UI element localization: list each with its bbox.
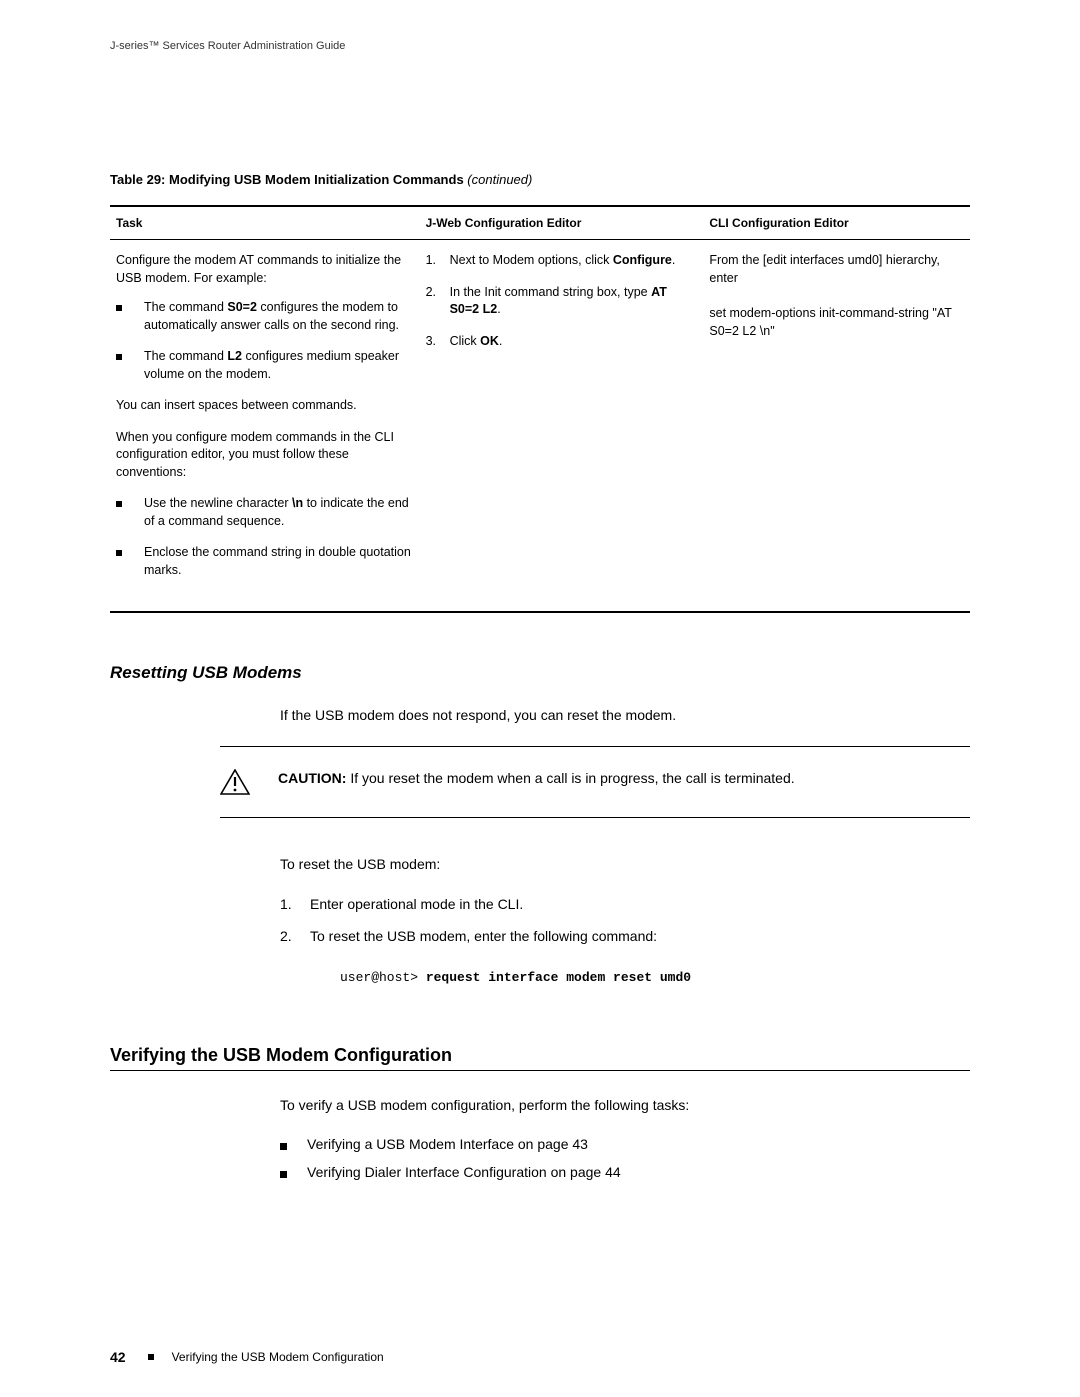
task-intro: Configure the modem AT commands to initi… xyxy=(116,252,414,287)
table-caption: Table 29: Modifying USB Modem Initializa… xyxy=(110,172,970,187)
list-item: Enclose the command string in double quo… xyxy=(116,544,414,579)
sans-txt: [edit interfaces umd0] xyxy=(763,253,883,267)
cli-bold: request interface modem reset umd0 xyxy=(426,970,691,985)
list-item: The command S0=2 configures the modem to… xyxy=(116,299,414,334)
ol-item: 3. Click OK. xyxy=(426,333,698,351)
page-footer: 42 Verifying the USB Modem Configuration xyxy=(110,1349,384,1365)
cli-p1: From the [edit interfaces umd0] hierarch… xyxy=(709,252,964,287)
reset-steps: 1. Enter operational mode in the CLI. 2.… xyxy=(280,895,970,946)
th-jweb: J-Web Configuration Editor xyxy=(420,206,704,240)
verify-p1: To verify a USB modem configuration, per… xyxy=(280,1095,970,1116)
bold-txt: L2 xyxy=(227,349,242,363)
step-text: Click OK. xyxy=(450,333,503,351)
link-text: Verifying Dialer Interface Configuration… xyxy=(307,1164,621,1180)
caution-icon xyxy=(220,769,250,795)
caution-box: CAUTION: If you reset the modem when a c… xyxy=(220,746,970,818)
caution-text: CAUTION: If you reset the modem when a c… xyxy=(278,769,795,795)
txt: . xyxy=(499,334,502,348)
bullet-icon xyxy=(116,501,122,507)
cli-command: user@host> request interface modem reset… xyxy=(340,970,970,985)
list-text: The command L2 configures medium speaker… xyxy=(144,348,414,383)
bold-txt: Configure xyxy=(613,253,672,267)
step-num: 2. xyxy=(280,927,310,947)
step-item: 1. Enter operational mode in the CLI. xyxy=(280,895,970,915)
step-text: To reset the USB modem, enter the follow… xyxy=(310,927,657,947)
txt: From the xyxy=(709,253,763,267)
step-text: Enter operational mode in the CLI. xyxy=(310,895,523,915)
txt: The command xyxy=(144,300,227,314)
page-header: J-series™ Services Router Administration… xyxy=(110,40,970,52)
th-task: Task xyxy=(110,206,420,240)
list-item: Verifying a USB Modem Interface on page … xyxy=(280,1136,970,1152)
table-row: Configure the modem AT commands to initi… xyxy=(110,240,970,613)
modem-commands-table: Task J-Web Configuration Editor CLI Conf… xyxy=(110,205,970,613)
bullet-icon xyxy=(116,354,122,360)
th-cli: CLI Configuration Editor xyxy=(703,206,970,240)
txt: The command xyxy=(144,349,227,363)
td-cli: From the [edit interfaces umd0] hierarch… xyxy=(703,240,970,613)
step-text: Next to Modem options, click Configure. xyxy=(450,252,676,270)
bullet-icon xyxy=(116,305,122,311)
txt: . xyxy=(672,253,675,267)
num: 2. xyxy=(426,284,450,319)
cli-p2: set modem-options init-command-string "A… xyxy=(709,305,964,340)
td-jweb: 1. Next to Modem options, click Configur… xyxy=(420,240,704,613)
caution-body: If you reset the modem when a call is in… xyxy=(346,770,794,786)
list-item: The command L2 configures medium speaker… xyxy=(116,348,414,383)
square-icon xyxy=(280,1171,287,1178)
list-text: The command S0=2 configures the modem to… xyxy=(144,299,414,334)
txt: . xyxy=(497,302,500,316)
bold-txt: S0=2 xyxy=(227,300,257,314)
bullet-icon xyxy=(116,550,122,556)
num: 1. xyxy=(426,252,450,270)
footer-title: Verifying the USB Modem Configuration xyxy=(172,1350,384,1364)
step-text: In the Init command string box, type AT … xyxy=(450,284,698,319)
list-text: Use the newline character \n to indicate… xyxy=(144,495,414,530)
reset-p1: If the USB modem does not respond, you c… xyxy=(280,705,970,726)
num: 3. xyxy=(426,333,450,351)
list-item: Use the newline character \n to indicate… xyxy=(116,495,414,530)
ol-item: 1. Next to Modem options, click Configur… xyxy=(426,252,698,270)
ol-item: 2. In the Init command string box, type … xyxy=(426,284,698,319)
bold-txt: OK xyxy=(480,334,499,348)
table-caption-prefix: Table 29: Modifying USB Modem Initializa… xyxy=(110,172,467,187)
reset-p2: To reset the USB modem: xyxy=(280,854,970,875)
link-text: Verifying a USB Modem Interface on page … xyxy=(307,1136,588,1152)
txt: In the Init command string box, type xyxy=(450,285,652,299)
caution-label: CAUTION: xyxy=(278,770,346,786)
td-task: Configure the modem AT commands to initi… xyxy=(110,240,420,613)
txt: Use the newline character xyxy=(144,496,292,510)
task-p2: You can insert spaces between commands. xyxy=(116,397,414,415)
txt: Click xyxy=(450,334,481,348)
txt: Next to Modem options, click xyxy=(450,253,613,267)
bold-txt: \n xyxy=(292,496,303,510)
square-icon xyxy=(280,1143,287,1150)
task-p3: When you configure modem commands in the… xyxy=(116,429,414,482)
list-item: Verifying Dialer Interface Configuration… xyxy=(280,1164,970,1180)
step-item: 2. To reset the USB modem, enter the fol… xyxy=(280,927,970,947)
verify-list: Verifying a USB Modem Interface on page … xyxy=(280,1136,970,1180)
square-icon xyxy=(148,1354,154,1360)
step-num: 1. xyxy=(280,895,310,915)
cli-prompt: user@host> xyxy=(340,970,426,985)
list-text: Enclose the command string in double quo… xyxy=(144,544,414,579)
page-number: 42 xyxy=(110,1349,126,1365)
reset-heading: Resetting USB Modems xyxy=(110,663,970,683)
verify-heading: Verifying the USB Modem Configuration xyxy=(110,1045,970,1071)
table-caption-continued: (continued) xyxy=(467,172,532,187)
